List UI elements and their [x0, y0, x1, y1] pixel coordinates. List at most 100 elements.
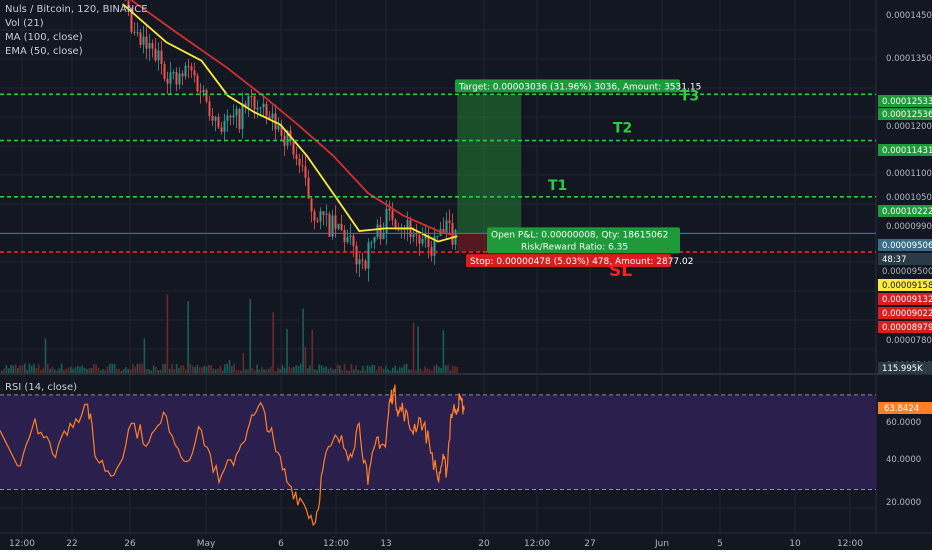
volume-bar [40, 369, 42, 373]
volume-bar [318, 364, 320, 373]
volume-bar [150, 370, 153, 373]
candle-body [370, 242, 373, 244]
volume-bar [10, 364, 12, 373]
volume-bar [272, 312, 274, 373]
candle-body [181, 73, 184, 77]
volume-bar [219, 365, 222, 373]
candle-body [337, 223, 340, 229]
candle-body [340, 223, 343, 231]
volume-bar [95, 364, 97, 373]
volume-bar [164, 363, 166, 373]
volume-bar [336, 364, 339, 373]
volume-bar [88, 368, 90, 373]
volume-bar [19, 365, 21, 373]
candle-body [361, 259, 364, 261]
rsi-value-tag-box [878, 402, 932, 414]
candle-body [271, 113, 274, 119]
volume-bar [350, 363, 353, 373]
volume-bar [21, 365, 24, 373]
price-tag-box [878, 108, 932, 120]
volume-bar [311, 329, 314, 373]
time-tick-label: 13 [380, 539, 391, 549]
candle-body [265, 103, 268, 117]
volume-bar [196, 364, 199, 373]
candle-body [205, 89, 208, 102]
candle-body [334, 215, 337, 229]
volume-bar [24, 363, 26, 373]
candle-body [424, 235, 427, 239]
candle-body [220, 127, 223, 132]
price-tag-box [878, 253, 932, 265]
volume-bar [394, 365, 396, 373]
volume-bar [37, 364, 40, 373]
volume-bar [210, 364, 212, 373]
time-tick-label: 26 [124, 539, 136, 549]
volume-bar [226, 363, 228, 373]
volume-bar [417, 326, 419, 373]
label-t3: T3 [680, 88, 699, 104]
ma-legend: MA (100, close) [5, 32, 83, 43]
candle-body [397, 229, 400, 231]
time-tick-label: 12:00 [9, 539, 35, 549]
volume-bar [104, 369, 107, 373]
candle-body [325, 213, 328, 215]
rsi-tick-label: 60.0000 [886, 418, 921, 428]
candle-body [166, 78, 169, 84]
candle-body [391, 210, 394, 220]
volume-bar [451, 365, 454, 373]
volume-bar [56, 370, 58, 373]
volume-bar [173, 369, 176, 373]
volume-bar [415, 370, 417, 373]
candle-body [448, 220, 451, 223]
volume-bar [180, 365, 182, 373]
rsi-value-tag: 63.8424 [884, 404, 919, 414]
candle-body [148, 43, 151, 49]
volume-bar [129, 369, 132, 373]
price-tag-box [878, 205, 932, 217]
candle-body [229, 115, 232, 118]
candle-body [379, 224, 382, 240]
volume-bar [435, 364, 438, 373]
candle-body [445, 220, 448, 233]
candle-body [373, 236, 376, 243]
volume-bar [300, 363, 302, 373]
volume-bar [428, 369, 431, 373]
volume-bar [224, 364, 226, 373]
volume-bar [51, 366, 54, 373]
candle-body [238, 109, 241, 129]
price-tag-box [878, 265, 932, 277]
volume-bar [214, 369, 217, 373]
volume-bar [364, 369, 366, 373]
ema-50-line [122, 3, 458, 243]
volume-bar [83, 367, 86, 373]
candle-body [151, 43, 154, 49]
candle-body [310, 198, 313, 212]
volume-bar [426, 368, 429, 373]
volume-bar [352, 369, 355, 373]
volume-bar [203, 365, 205, 373]
volume-bar [382, 369, 385, 373]
price-tag-box [878, 321, 932, 333]
volume-bar [359, 370, 362, 373]
candle-body [382, 233, 385, 240]
candle-body [316, 220, 319, 222]
volume-bar [396, 370, 399, 373]
volume-bar [375, 370, 378, 373]
volume-bar [304, 346, 307, 373]
volume-bar [79, 366, 81, 373]
price-tag: 0.00010222 [882, 207, 932, 217]
volume-bar [403, 364, 406, 373]
volume-bar [63, 369, 65, 373]
time-tick-label: 22 [66, 539, 77, 549]
volume-bar [74, 367, 77, 373]
price-tag: 0.00009022 [882, 309, 932, 319]
label-t2: T2 [613, 121, 632, 137]
price-tag-box [878, 293, 932, 305]
candle-body [142, 36, 145, 45]
volume-bar [159, 369, 162, 373]
volume-bar [3, 368, 5, 373]
label-t1: T1 [548, 178, 567, 194]
price-tag: 0.00012536 [882, 110, 932, 120]
